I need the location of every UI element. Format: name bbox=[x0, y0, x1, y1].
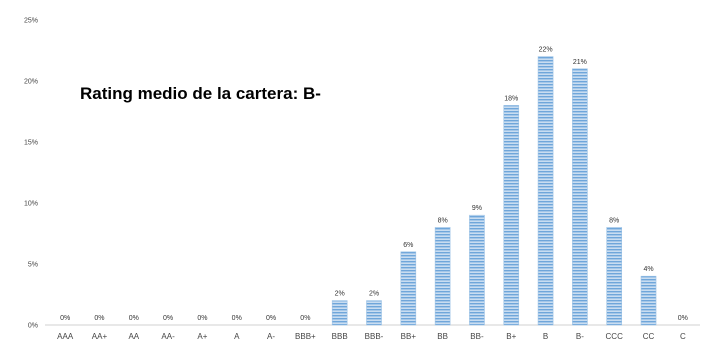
x-tick-label: A+ bbox=[197, 332, 207, 341]
data-label: 18% bbox=[504, 95, 518, 102]
data-label: 2% bbox=[369, 291, 379, 298]
x-tick-label: AAA bbox=[57, 332, 74, 341]
x-tick-label: B- bbox=[576, 332, 584, 341]
bar bbox=[331, 300, 348, 326]
average-rating-annotation: Rating medio de la cartera: B- bbox=[80, 84, 321, 103]
x-tick-label: AA bbox=[128, 332, 139, 341]
data-label: 0% bbox=[129, 315, 139, 322]
data-labels-group: 0% 0% 0% 0% 0% 0% 0% 0% 2% 2% 6% 8% 9% 18% 22% 21% 8% 4% 0… bbox=[60, 47, 688, 322]
y-tick-label: 0% bbox=[28, 323, 38, 330]
data-label: 8% bbox=[609, 217, 619, 224]
data-label: 4% bbox=[643, 266, 653, 273]
x-tick-label: BBB bbox=[332, 332, 348, 341]
bar bbox=[503, 105, 520, 326]
x-tick-label: C bbox=[680, 332, 686, 341]
x-tick-label: BBB- bbox=[365, 332, 384, 341]
bar bbox=[640, 275, 657, 326]
y-tick-label: 5% bbox=[28, 262, 38, 269]
x-tick-label: B bbox=[543, 332, 548, 341]
bar bbox=[366, 300, 382, 326]
data-label: 0% bbox=[94, 315, 104, 322]
data-label: 0% bbox=[232, 315, 242, 322]
x-tick-label: BB- bbox=[470, 332, 484, 341]
x-tick-label: BB bbox=[437, 332, 448, 341]
data-label: 0% bbox=[197, 315, 207, 322]
y-tick-label: 25% bbox=[24, 18, 38, 25]
data-label: 0% bbox=[678, 315, 688, 322]
bar bbox=[537, 56, 554, 326]
bar bbox=[572, 68, 588, 326]
data-label: 22% bbox=[539, 47, 553, 54]
x-tick-label: AA- bbox=[161, 332, 175, 341]
bar bbox=[400, 251, 417, 326]
x-tick-label: B+ bbox=[506, 332, 516, 341]
data-label: 0% bbox=[60, 315, 70, 322]
x-tick-label: A- bbox=[267, 332, 275, 341]
data-label: 21% bbox=[573, 59, 587, 66]
x-tick-label: CC bbox=[643, 332, 655, 341]
bars-group bbox=[331, 56, 657, 326]
x-tick-label: CCC bbox=[606, 332, 624, 341]
bar bbox=[434, 227, 451, 326]
data-label: 2% bbox=[335, 291, 345, 298]
y-tick-label: 10% bbox=[24, 201, 38, 208]
y-axis: 0% 5% 10% 15% 20% 25% bbox=[24, 18, 38, 330]
data-label: 0% bbox=[266, 315, 276, 322]
data-label: 0% bbox=[163, 315, 173, 322]
data-label: 6% bbox=[403, 242, 413, 249]
bar bbox=[469, 214, 485, 326]
x-axis: AAA AA+ AA AA- A+ A A- BBB+ BBB BBB- BB+ BB BB- B+ B B-… bbox=[57, 332, 686, 341]
bar bbox=[606, 227, 623, 326]
data-label: 0% bbox=[300, 315, 310, 322]
x-tick-label: BBB+ bbox=[295, 332, 316, 341]
data-label: 8% bbox=[438, 217, 448, 224]
y-tick-label: 15% bbox=[24, 140, 38, 147]
x-tick-label: A bbox=[234, 332, 240, 341]
y-tick-label: 20% bbox=[24, 79, 38, 86]
data-label: 9% bbox=[472, 205, 482, 212]
x-tick-label: AA+ bbox=[92, 332, 108, 341]
x-tick-label: BB+ bbox=[401, 332, 417, 341]
